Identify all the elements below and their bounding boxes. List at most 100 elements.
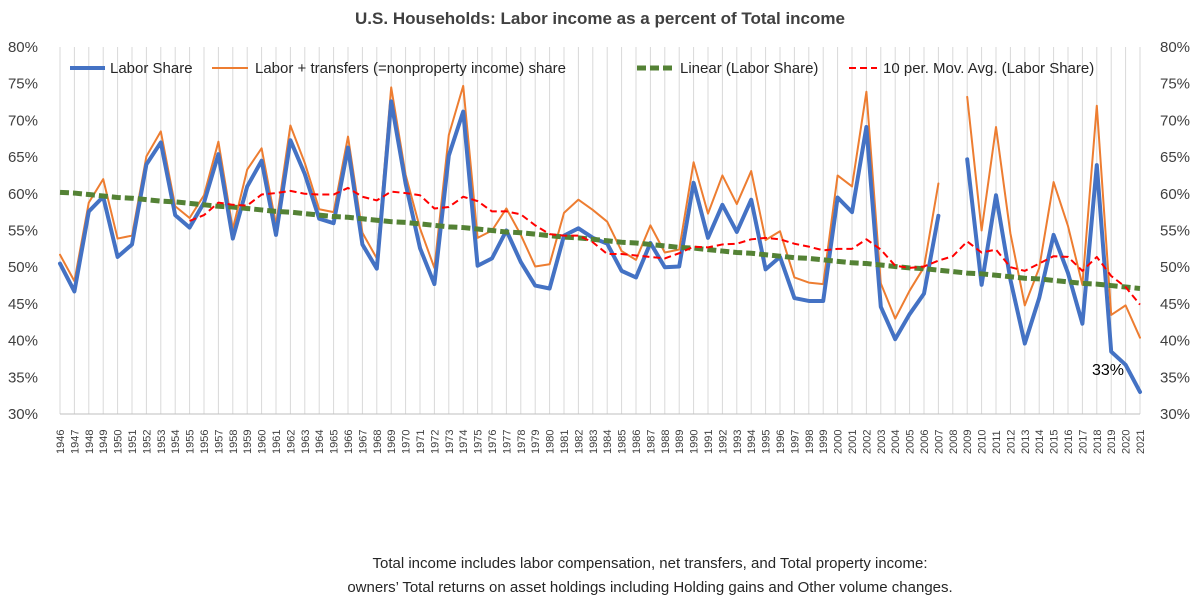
x-tick-label: 2015 xyxy=(1049,430,1061,454)
x-tick-label: 1964 xyxy=(314,430,326,454)
x-tick-label: 1961 xyxy=(271,430,283,454)
x-tick-label: 2005 xyxy=(905,430,917,454)
y-tick-label-left: 55% xyxy=(8,223,38,240)
y-tick-label-left: 60% xyxy=(8,186,38,203)
x-tick-label: 1971 xyxy=(415,430,427,454)
x-tick-label: 1952 xyxy=(141,430,153,454)
x-tick-label: 1951 xyxy=(127,430,139,454)
legend-item-labor-share: Labor Share xyxy=(70,60,193,77)
legend: Labor Share Labor + transfers (=nonprope… xyxy=(70,60,1094,77)
x-tick-label: 1967 xyxy=(357,430,369,454)
y-tick-label-right: 80% xyxy=(1160,39,1190,56)
x-tick-label: 1955 xyxy=(185,430,197,454)
y-tick-label-left: 80% xyxy=(8,39,38,56)
x-tick-label: 1947 xyxy=(69,430,81,454)
x-tick-label: 1997 xyxy=(789,430,801,454)
series-lines xyxy=(58,84,1142,394)
y-tick-label-left: 50% xyxy=(8,259,38,276)
series-line-labor-share xyxy=(58,99,1142,394)
x-tick-label: 1984 xyxy=(602,430,614,454)
x-tick-label: 1954 xyxy=(170,430,182,454)
x-tick-label: 2010 xyxy=(977,430,989,454)
y-tick-label-right: 30% xyxy=(1160,406,1190,423)
legend-label-labor-share: Labor Share xyxy=(110,60,193,77)
x-tick-label: 1981 xyxy=(559,430,571,454)
y-tick-label-left: 30% xyxy=(8,406,38,423)
x-tick-label: 1992 xyxy=(717,430,729,454)
x-tick-label: 2012 xyxy=(1005,430,1017,454)
x-tick-label: 2020 xyxy=(1121,430,1133,454)
legend-item-linear-trend: Linear (Labor Share) xyxy=(637,60,818,77)
x-tick-label: 2017 xyxy=(1077,430,1089,454)
x-tick-label: 1989 xyxy=(674,430,686,454)
x-tick-label: 1985 xyxy=(617,430,629,454)
x-tick-label: 2016 xyxy=(1063,430,1075,454)
x-tick-label: 2018 xyxy=(1092,430,1104,454)
x-tick-label: 1950 xyxy=(113,430,125,454)
caption-line-1: Total income includes labor compensation… xyxy=(372,555,927,572)
y-tick-label-right: 65% xyxy=(1160,149,1190,166)
y-tick-label-right: 60% xyxy=(1160,186,1190,203)
x-axis: 1946 1947 1948 1949 1950 1951 1952 1953 1954 1955… xyxy=(55,430,1147,454)
y-tick-label-left: 65% xyxy=(8,149,38,166)
x-tick-label: 1999 xyxy=(818,430,830,454)
y-tick-label-right: 45% xyxy=(1160,296,1190,313)
x-tick-label: 1970 xyxy=(401,430,413,454)
x-tick-label: 2002 xyxy=(861,430,873,454)
x-tick-label: 2000 xyxy=(833,430,845,454)
x-tick-label: 1963 xyxy=(300,430,312,454)
x-tick-label: 1980 xyxy=(545,430,557,454)
series-line-10-per-mov-avg-labor-share xyxy=(189,186,1141,306)
y-tick-label-right: 70% xyxy=(1160,112,1190,129)
gridlines xyxy=(59,47,1141,415)
x-tick-label: 1957 xyxy=(213,430,225,454)
x-tick-label: 1982 xyxy=(573,430,585,454)
x-tick-label: 1976 xyxy=(487,430,499,454)
y-axis-left: 30% 35% 40% 45% 50% 55% 60% 65% 70% 75% 80% xyxy=(8,39,38,423)
x-tick-label: 1977 xyxy=(501,430,513,454)
legend-item-moving-average: 10 per. Mov. Avg. (Labor Share) xyxy=(849,60,1094,77)
x-tick-label: 1990 xyxy=(689,430,701,454)
y-tick-label-left: 35% xyxy=(8,369,38,386)
x-tick-label: 1998 xyxy=(804,430,816,454)
x-tick-label: 1979 xyxy=(530,430,542,454)
y-tick-label-right: 40% xyxy=(1160,333,1190,350)
x-tick-label: 1991 xyxy=(703,430,715,454)
x-tick-label: 2004 xyxy=(890,430,902,454)
x-tick-label: 2003 xyxy=(876,430,888,454)
x-tick-label: 1946 xyxy=(55,430,67,454)
legend-label-linear-trend: Linear (Labor Share) xyxy=(680,60,818,77)
x-tick-label: 1994 xyxy=(746,430,758,454)
annotation-33-percent: 33% xyxy=(1092,362,1124,379)
x-tick-label: 1959 xyxy=(242,430,254,454)
series-line-labor-transfers-nonproperty-income-share xyxy=(59,84,1141,339)
x-tick-label: 2006 xyxy=(919,430,931,454)
y-tick-label-left: 75% xyxy=(8,76,38,93)
x-tick-label: 2011 xyxy=(991,430,1003,454)
y-tick-label-left: 70% xyxy=(8,112,38,129)
y-tick-label-right: 75% xyxy=(1160,76,1190,93)
x-tick-label: 1948 xyxy=(84,430,96,454)
x-tick-label: 2021 xyxy=(1135,430,1147,454)
x-tick-label: 1966 xyxy=(343,430,355,454)
x-tick-label: 1972 xyxy=(429,430,441,454)
y-tick-label-right: 50% xyxy=(1160,259,1190,276)
x-tick-label: 1996 xyxy=(775,430,787,454)
x-tick-label: 2013 xyxy=(1020,430,1032,454)
x-tick-label: 1949 xyxy=(98,430,110,454)
x-tick-label: 1973 xyxy=(444,430,456,454)
y-tick-label-right: 35% xyxy=(1160,369,1190,386)
x-tick-label: 2008 xyxy=(948,430,960,454)
x-tick-label: 1960 xyxy=(257,430,269,454)
x-tick-label: 1974 xyxy=(458,430,470,454)
legend-item-labor-transfers: Labor + transfers (=nonproperty income) … xyxy=(212,60,566,77)
caption-line-2: owners’ Total returns on asset holdings … xyxy=(347,579,952,596)
x-tick-label: 1978 xyxy=(516,430,528,454)
x-tick-label: 1995 xyxy=(761,430,773,454)
x-tick-label: 2007 xyxy=(933,430,945,454)
series-line-linear-labor-share xyxy=(59,189,1141,291)
x-tick-label: 1965 xyxy=(329,430,341,454)
y-axis-right: 30% 35% 40% 45% 50% 55% 60% 65% 70% 75% 80% xyxy=(1160,39,1190,423)
